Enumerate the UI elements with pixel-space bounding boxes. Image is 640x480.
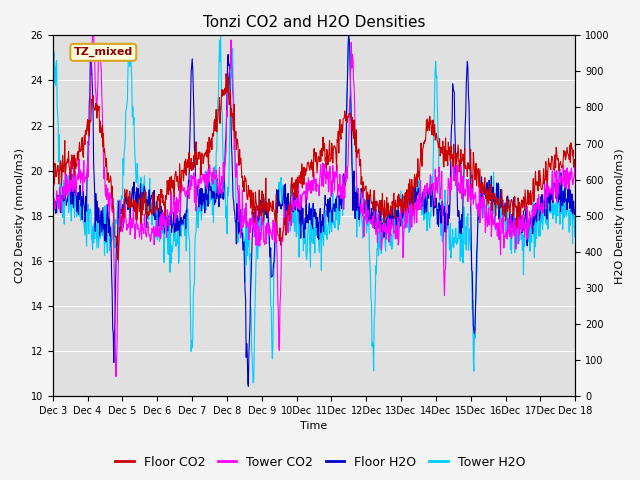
Text: TZ_mixed: TZ_mixed xyxy=(74,47,133,58)
Legend: Floor CO2, Tower CO2, Floor H2O, Tower H2O: Floor CO2, Tower CO2, Floor H2O, Tower H… xyxy=(109,451,531,474)
X-axis label: Time: Time xyxy=(300,421,328,432)
Title: Tonzi CO2 and H2O Densities: Tonzi CO2 and H2O Densities xyxy=(203,15,425,30)
Y-axis label: H2O Density (mmol/m3): H2O Density (mmol/m3) xyxy=(615,148,625,284)
Y-axis label: CO2 Density (mmol/m3): CO2 Density (mmol/m3) xyxy=(15,148,25,283)
